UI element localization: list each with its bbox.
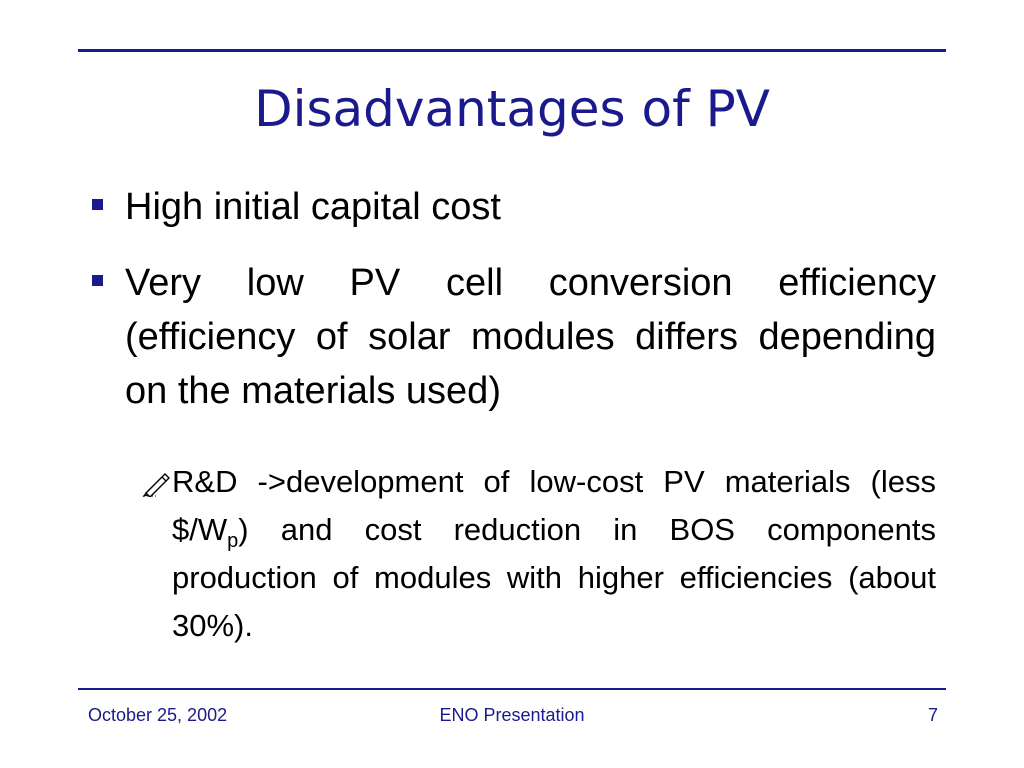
subscript-p: p xyxy=(227,530,239,553)
footer-page-number: 7 xyxy=(927,705,938,725)
writing-hand-icon xyxy=(142,473,170,497)
bullet-text: Very low PV cell conversion efficiency (… xyxy=(125,262,936,412)
square-bullet-icon xyxy=(92,275,103,286)
bullet-item: High initial capital cost xyxy=(88,180,936,234)
slide-title: Disadvantages of PV xyxy=(254,80,770,138)
footer-date: October 25, 2002 xyxy=(88,705,228,725)
sub-bullet: R&D ->development of low-cost PV materia… xyxy=(142,458,936,650)
bullet-item: Very low PV cell conversion efficiency (… xyxy=(88,256,936,418)
footer-presentation-name: ENO Presentation xyxy=(439,705,585,725)
bullet-list: High initial capital cost Very low PV ce… xyxy=(88,180,936,440)
sub-bullet-part2: ) and cost reduction in BOS components p… xyxy=(172,512,936,643)
bottom-divider xyxy=(78,688,946,690)
sub-bullet-part1: R&D ->development of low-cost PV materia… xyxy=(172,464,936,547)
sub-bullet-text: R&D ->development of low-cost PV materia… xyxy=(142,458,936,650)
square-bullet-icon xyxy=(92,199,103,210)
top-divider xyxy=(78,49,946,52)
bullet-text: High initial capital cost xyxy=(125,186,501,228)
